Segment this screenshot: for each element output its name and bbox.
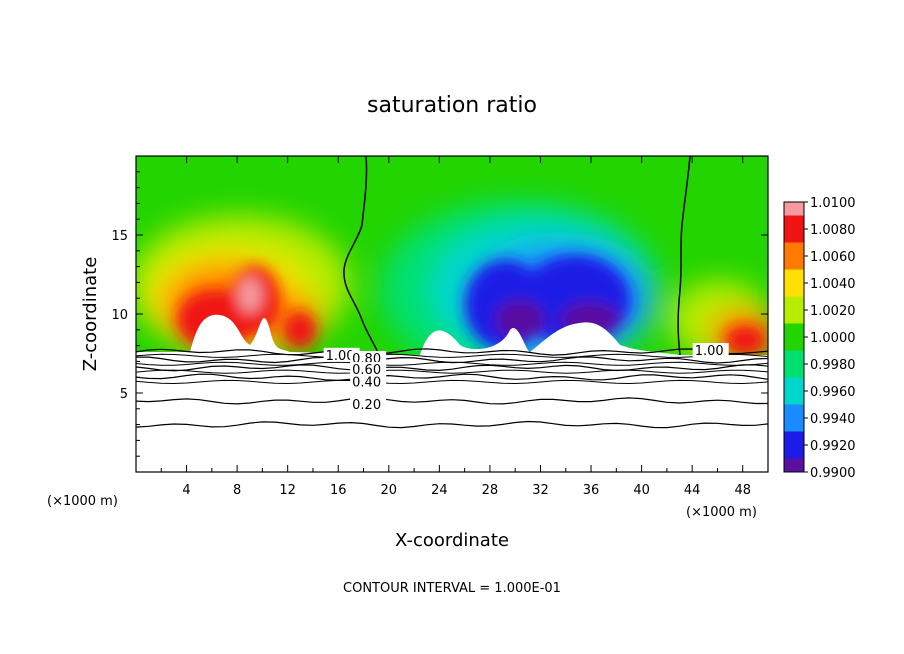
- contour-line: [135, 369, 769, 374]
- contour-100-left: [343, 156, 381, 358]
- colorbar-label: 1.0060: [810, 250, 856, 265]
- colorbar-label: 1.0040: [810, 277, 856, 292]
- x-tick-label: 8: [233, 483, 241, 498]
- contour-lines: [135, 348, 769, 429]
- colorbar-swatch: [784, 377, 804, 392]
- colorbar-swatch: [784, 242, 804, 257]
- contour-label: 1.00: [695, 344, 724, 359]
- colorbar-swatch: [784, 404, 804, 419]
- colorbar-label: 1.0100: [810, 196, 856, 211]
- contour-line: [135, 353, 769, 358]
- contour-line: [135, 420, 769, 429]
- colorbar-label: 0.9920: [810, 439, 856, 454]
- x-unit-right: (×1000 m): [686, 505, 757, 520]
- y-axis-label: Z-coordinate: [80, 257, 101, 372]
- colorbar-swatch: [784, 269, 804, 284]
- x-tick-label: 32: [532, 483, 549, 498]
- x-tick-label: 20: [381, 483, 398, 498]
- contour-line: [135, 379, 769, 385]
- contour-label-bg: [350, 362, 387, 377]
- contour-label-bg: [350, 350, 387, 365]
- y-tick-label: 5: [120, 387, 128, 402]
- colorbar-label: 0.9960: [810, 385, 856, 400]
- x-unit-left: (×1000 m): [47, 494, 118, 509]
- colorbar-label: 1.0080: [810, 223, 856, 238]
- x-tick-label: 28: [482, 483, 499, 498]
- y-axis-ticks: 5 10 15: [111, 171, 768, 457]
- contour-label-bg: [692, 343, 729, 358]
- x-tick-label: 44: [684, 483, 701, 498]
- colorbar-label: 1.0000: [810, 331, 856, 346]
- contour-line: [135, 373, 769, 381]
- y-tick-label: 15: [111, 229, 128, 244]
- contour-labels: 1.000.800.600.400.201.00: [323, 343, 729, 413]
- colorbar-swatch: [784, 418, 804, 432]
- x-tick-label: 40: [633, 483, 650, 498]
- contour-label: 1.00: [326, 349, 355, 364]
- x-tick-label: 16: [330, 483, 347, 498]
- x-tick-label: 4: [182, 483, 190, 498]
- colorbar-swatch: [784, 445, 804, 459]
- colorbar-swatch: [784, 296, 804, 311]
- x-tick-label: 24: [431, 483, 448, 498]
- contour-interval-note: CONTOUR INTERVAL = 1.000E-01: [343, 581, 561, 596]
- colorbar-swatch: [784, 337, 804, 351]
- x-tick-label: 12: [279, 483, 296, 498]
- contour-100-right: [677, 156, 691, 356]
- colorbar: 1.0100 1.0080 1.0060 1.0040 1.0020 1.0000 0.99…: [783, 196, 856, 481]
- contour-label-bg: [350, 396, 387, 411]
- contour-line: [135, 397, 768, 405]
- contour-label: 0.60: [352, 363, 381, 378]
- colorbar-swatch: [784, 283, 804, 297]
- colorbar-swatch: [784, 431, 804, 446]
- colorbar-swatch: [784, 350, 804, 365]
- chart-title: saturation ratio: [367, 93, 537, 118]
- contour-line: [135, 361, 769, 366]
- contour-line: [135, 348, 769, 356]
- contour-label: 0.20: [352, 398, 381, 413]
- x-axis-label: X-coordinate: [395, 530, 509, 551]
- colorbar-swatch: [784, 310, 804, 324]
- x-axis-ticks: 4 8 12 16 20 24 28 32 36 40 44 48: [160, 156, 751, 498]
- y-tick-label: 10: [111, 308, 128, 323]
- colorbar-label: 1.0020: [810, 304, 856, 319]
- colorbar-swatch: [784, 391, 804, 405]
- colorbar-label: 0.9940: [810, 412, 856, 427]
- colorbar-swatch: [784, 364, 804, 378]
- colorbar-swatch: [784, 215, 804, 230]
- colorbar-swatch: [784, 256, 804, 270]
- colorbar-label: 0.9980: [810, 358, 856, 373]
- colorbar-label: 0.9900: [810, 466, 856, 481]
- colorbar-swatch: [784, 229, 804, 243]
- colorbar-swatch: [784, 202, 804, 216]
- contour-label-bg: [350, 374, 387, 389]
- x-tick-label: 36: [583, 483, 600, 498]
- colorbar-swatch: [784, 323, 804, 338]
- colorbar-swatch: [784, 458, 804, 473]
- contour-label: 0.40: [352, 376, 381, 391]
- x-tick-label: 48: [734, 483, 751, 498]
- contour-line: [135, 364, 769, 372]
